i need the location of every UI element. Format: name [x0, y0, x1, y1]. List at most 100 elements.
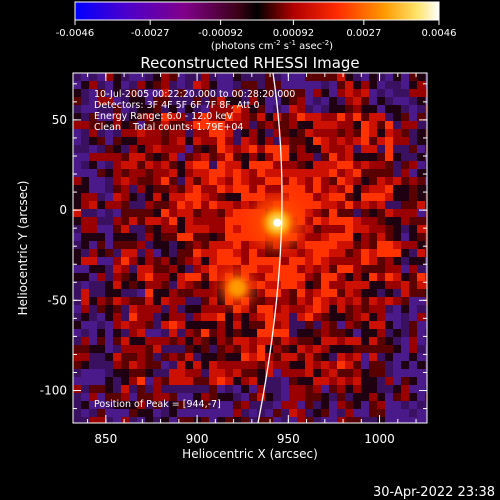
heatmap-cell: [345, 305, 354, 314]
heatmap-cell: [305, 393, 314, 402]
heatmap-cell: [321, 201, 330, 210]
heatmap-cell: [377, 209, 386, 218]
heatmap-cell: [169, 257, 178, 266]
heatmap-cell: [73, 153, 82, 162]
heatmap-cell: [273, 329, 282, 338]
heatmap-cell: [385, 345, 394, 354]
heatmap-cell: [185, 305, 194, 314]
heatmap-cell: [97, 401, 106, 410]
heatmap-cell: [369, 321, 378, 330]
heatmap-cell: [369, 225, 378, 234]
heatmap-cell: [177, 297, 186, 306]
heatmap-cell: [201, 137, 210, 146]
heatmap-cell: [97, 217, 106, 226]
heatmap-cell: [377, 353, 386, 362]
heatmap-cell: [273, 281, 282, 290]
heatmap-cell: [361, 361, 370, 370]
heatmap-cell: [137, 73, 146, 82]
heatmap-cell: [425, 281, 427, 290]
heatmap-cell: [345, 353, 354, 362]
heatmap-cell: [177, 305, 186, 314]
heatmap-cell: [305, 337, 314, 346]
heatmap-cell: [313, 321, 322, 330]
heatmap-cell: [425, 377, 427, 386]
heatmap-cell: [409, 257, 418, 266]
heatmap-cell: [385, 385, 394, 394]
heatmap-cell: [337, 201, 346, 210]
heatmap-cell: [409, 81, 418, 90]
heatmap-cell: [401, 209, 410, 218]
heatmap-cell: [401, 89, 410, 98]
heatmap-cell: [97, 225, 106, 234]
heatmap-cell: [289, 273, 298, 282]
heatmap-cell: [209, 409, 218, 418]
heatmap-cell: [73, 97, 82, 106]
heatmap-cell: [105, 329, 114, 338]
heatmap-cell: [225, 129, 234, 138]
heatmap-cell: [417, 257, 426, 266]
heatmap-cell: [217, 273, 226, 282]
heatmap-cell: [305, 137, 314, 146]
heatmap-cell: [329, 233, 338, 242]
heatmap-cell: [313, 153, 322, 162]
heatmap-cell: [273, 177, 282, 186]
heatmap-cell: [121, 113, 130, 122]
heatmap-cell: [233, 257, 242, 266]
heatmap-cell: [385, 401, 394, 410]
heatmap-cell: [225, 265, 234, 274]
heatmap-cell: [145, 313, 154, 322]
heatmap-cell: [129, 209, 138, 218]
heatmap-cell: [105, 401, 114, 410]
source-peak-white: [273, 218, 282, 227]
heatmap-cell: [193, 369, 202, 378]
heatmap-cell: [201, 225, 210, 234]
heatmap-cell: [249, 265, 258, 274]
heatmap-cell: [345, 329, 354, 338]
heatmap-cell: [369, 265, 378, 274]
heatmap-cell: [241, 321, 250, 330]
heatmap-cell: [201, 161, 210, 170]
heatmap-cell: [329, 97, 338, 106]
heatmap-cell: [81, 81, 90, 90]
heatmap-cell: [313, 73, 322, 82]
heatmap-cell: [337, 193, 346, 202]
heatmap-cell: [369, 209, 378, 218]
heatmap-cell: [129, 121, 138, 130]
heatmap-cell: [113, 417, 122, 423]
heatmap-cell: [121, 177, 130, 186]
heatmap-cell: [321, 393, 330, 402]
heatmap-cell: [169, 329, 178, 338]
heatmap-cell: [153, 97, 162, 106]
heatmap-cell: [337, 217, 346, 226]
heatmap-cell: [361, 345, 370, 354]
heatmap-cell: [353, 113, 362, 122]
heatmap-cell: [369, 249, 378, 258]
heatmap-cell: [81, 337, 90, 346]
heatmap-cell: [329, 409, 338, 418]
heatmap-cell: [89, 337, 98, 346]
colorbar-units: (photons cm-2 s-1 asec-2): [211, 39, 333, 52]
heatmap-cell: [121, 345, 130, 354]
heatmap-cell: [297, 185, 306, 194]
heatmap-cell: [297, 361, 306, 370]
heatmap-cell: [385, 329, 394, 338]
heatmap-cell: [145, 305, 154, 314]
heatmap-cell: [185, 113, 194, 122]
heatmap-cell: [161, 345, 170, 354]
heatmap-cell: [73, 81, 82, 90]
heatmap-cell: [401, 369, 410, 378]
heatmap-cell: [153, 369, 162, 378]
heatmap-cell: [161, 113, 170, 122]
heatmap-cell: [425, 113, 427, 122]
heatmap-cell: [337, 385, 346, 394]
heatmap-cell: [265, 89, 274, 98]
heatmap-cell: [313, 345, 322, 354]
heatmap-cell: [201, 409, 210, 418]
heatmap-cell: [329, 193, 338, 202]
heatmap-cell: [233, 81, 242, 90]
heatmap-cell: [185, 217, 194, 226]
heatmap-cell: [241, 97, 250, 106]
heatmap-cell: [121, 409, 130, 418]
heatmap-cell: [153, 209, 162, 218]
heatmap-cell: [105, 289, 114, 298]
